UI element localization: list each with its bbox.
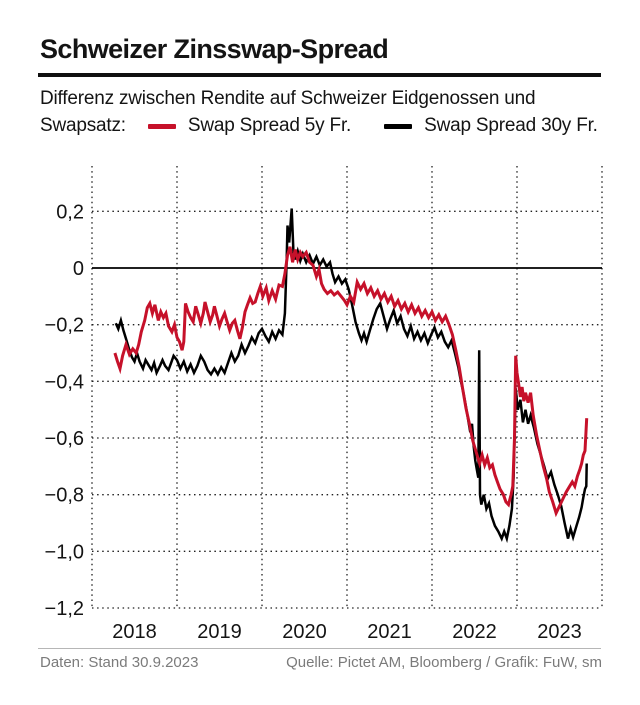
footer-divider-rule xyxy=(38,648,601,649)
x-tick-label: 2020 xyxy=(282,621,327,643)
x-tick-label: 2023 xyxy=(537,621,582,643)
title-divider-rule xyxy=(38,73,601,77)
y-tick-label: −1,2 xyxy=(45,598,84,620)
y-tick-label: −0,6 xyxy=(45,428,84,450)
footer-source-credit: Quelle: Pictet AM, Bloomberg / Grafik: F… xyxy=(286,654,602,671)
chart-subtitle-line1: Differenz zwischen Rendite auf Schweizer… xyxy=(40,88,536,109)
legend-label-30y: Swap Spread 30y Fr. xyxy=(424,115,598,136)
page-title: Schweizer Zinsswap-Spread xyxy=(40,34,389,64)
y-tick-label: −0,2 xyxy=(45,315,84,337)
series-line-swap-spread-5y xyxy=(113,246,589,518)
x-tick-label: 2021 xyxy=(367,621,412,643)
grid-lines xyxy=(91,166,603,609)
y-tick-label: −0,8 xyxy=(45,485,84,507)
footer-data-note: Daten: Stand 30.9.2023 xyxy=(40,654,199,671)
x-tick-label: 2018 xyxy=(112,621,157,643)
x-tick-labels: 2018 2019 2020 2021 2022 2023 xyxy=(112,621,582,643)
legend-swatch-30y xyxy=(384,123,413,129)
y-tick-label: −1,0 xyxy=(45,541,84,563)
legend-label-5y: Swap Spread 5y Fr. xyxy=(187,115,352,136)
y-tick-label: 0,2 xyxy=(56,201,84,223)
y-tick-label: −0,4 xyxy=(45,371,84,393)
chart-legend: Swapsatz: Swap Spread 5y Fr. Swap Spread… xyxy=(40,115,598,137)
x-tick-label: 2019 xyxy=(197,621,242,643)
chart-subtitle-line2-prefix: Swapsatz: xyxy=(40,115,126,136)
y-tick-labels: 0,2 0 −0,2 −0,4 −0,6 −0,8 −1,0 −1,2 xyxy=(45,201,84,620)
series-lines xyxy=(113,208,589,544)
y-tick-label: 0 xyxy=(73,258,84,280)
x-tick-label: 2022 xyxy=(452,621,497,643)
legend-swatch-5y xyxy=(147,123,176,129)
